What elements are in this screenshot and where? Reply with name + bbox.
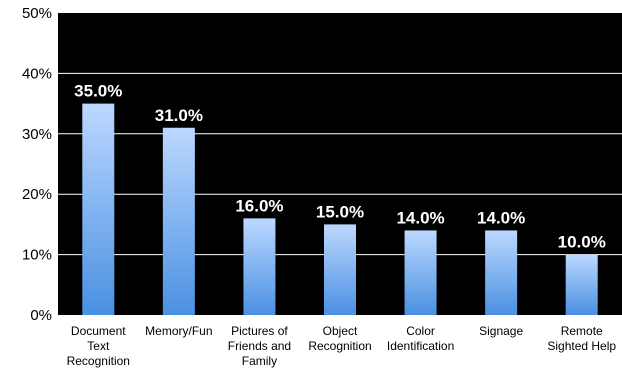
category-label: Friends and	[228, 339, 291, 353]
bar	[565, 254, 598, 315]
category-label: Family	[242, 354, 277, 368]
y-tick-label: 30%	[22, 126, 52, 143]
data-label: 14.0%	[477, 208, 525, 227]
y-tick-label: 0%	[30, 307, 52, 324]
bar	[404, 230, 437, 315]
y-tick-label: 20%	[22, 186, 52, 203]
bar	[82, 103, 115, 315]
bar	[485, 230, 518, 315]
category-label: Sighted Help	[547, 339, 616, 353]
category-label: Color	[406, 324, 435, 338]
category-label: Document	[71, 324, 126, 338]
category-label: Identification	[387, 339, 454, 353]
y-tick-label: 10%	[22, 247, 52, 264]
category-label: Recognition	[67, 354, 130, 368]
bar	[243, 218, 276, 315]
bar	[162, 127, 195, 315]
data-label: 16.0%	[235, 196, 283, 215]
y-tick-label: 40%	[22, 65, 52, 82]
bars	[82, 103, 598, 315]
data-label: 31.0%	[155, 106, 203, 125]
data-labels: 35.0% 31.0% 16.0% 15.0% 14.0% 14.0% 10.0%	[74, 82, 606, 252]
category-label: Pictures of	[231, 324, 288, 338]
y-tick-label: 50%	[22, 5, 52, 22]
category-label: Signage	[479, 324, 523, 338]
data-label: 14.0%	[396, 208, 444, 227]
category-label: Memory/Fun	[145, 324, 212, 338]
data-label: 15.0%	[316, 202, 364, 221]
bar	[324, 224, 356, 315]
y-axis-ticks: 0% 10% 20% 30% 40% 50%	[22, 5, 52, 324]
category-label: Recognition	[308, 339, 371, 353]
category-label: Remote	[561, 324, 603, 338]
category-label: Text	[87, 339, 110, 353]
gridlines	[58, 72, 622, 256]
category-label: Object	[323, 324, 358, 338]
data-label: 10.0%	[558, 233, 606, 252]
data-label: 35.0%	[74, 82, 122, 101]
